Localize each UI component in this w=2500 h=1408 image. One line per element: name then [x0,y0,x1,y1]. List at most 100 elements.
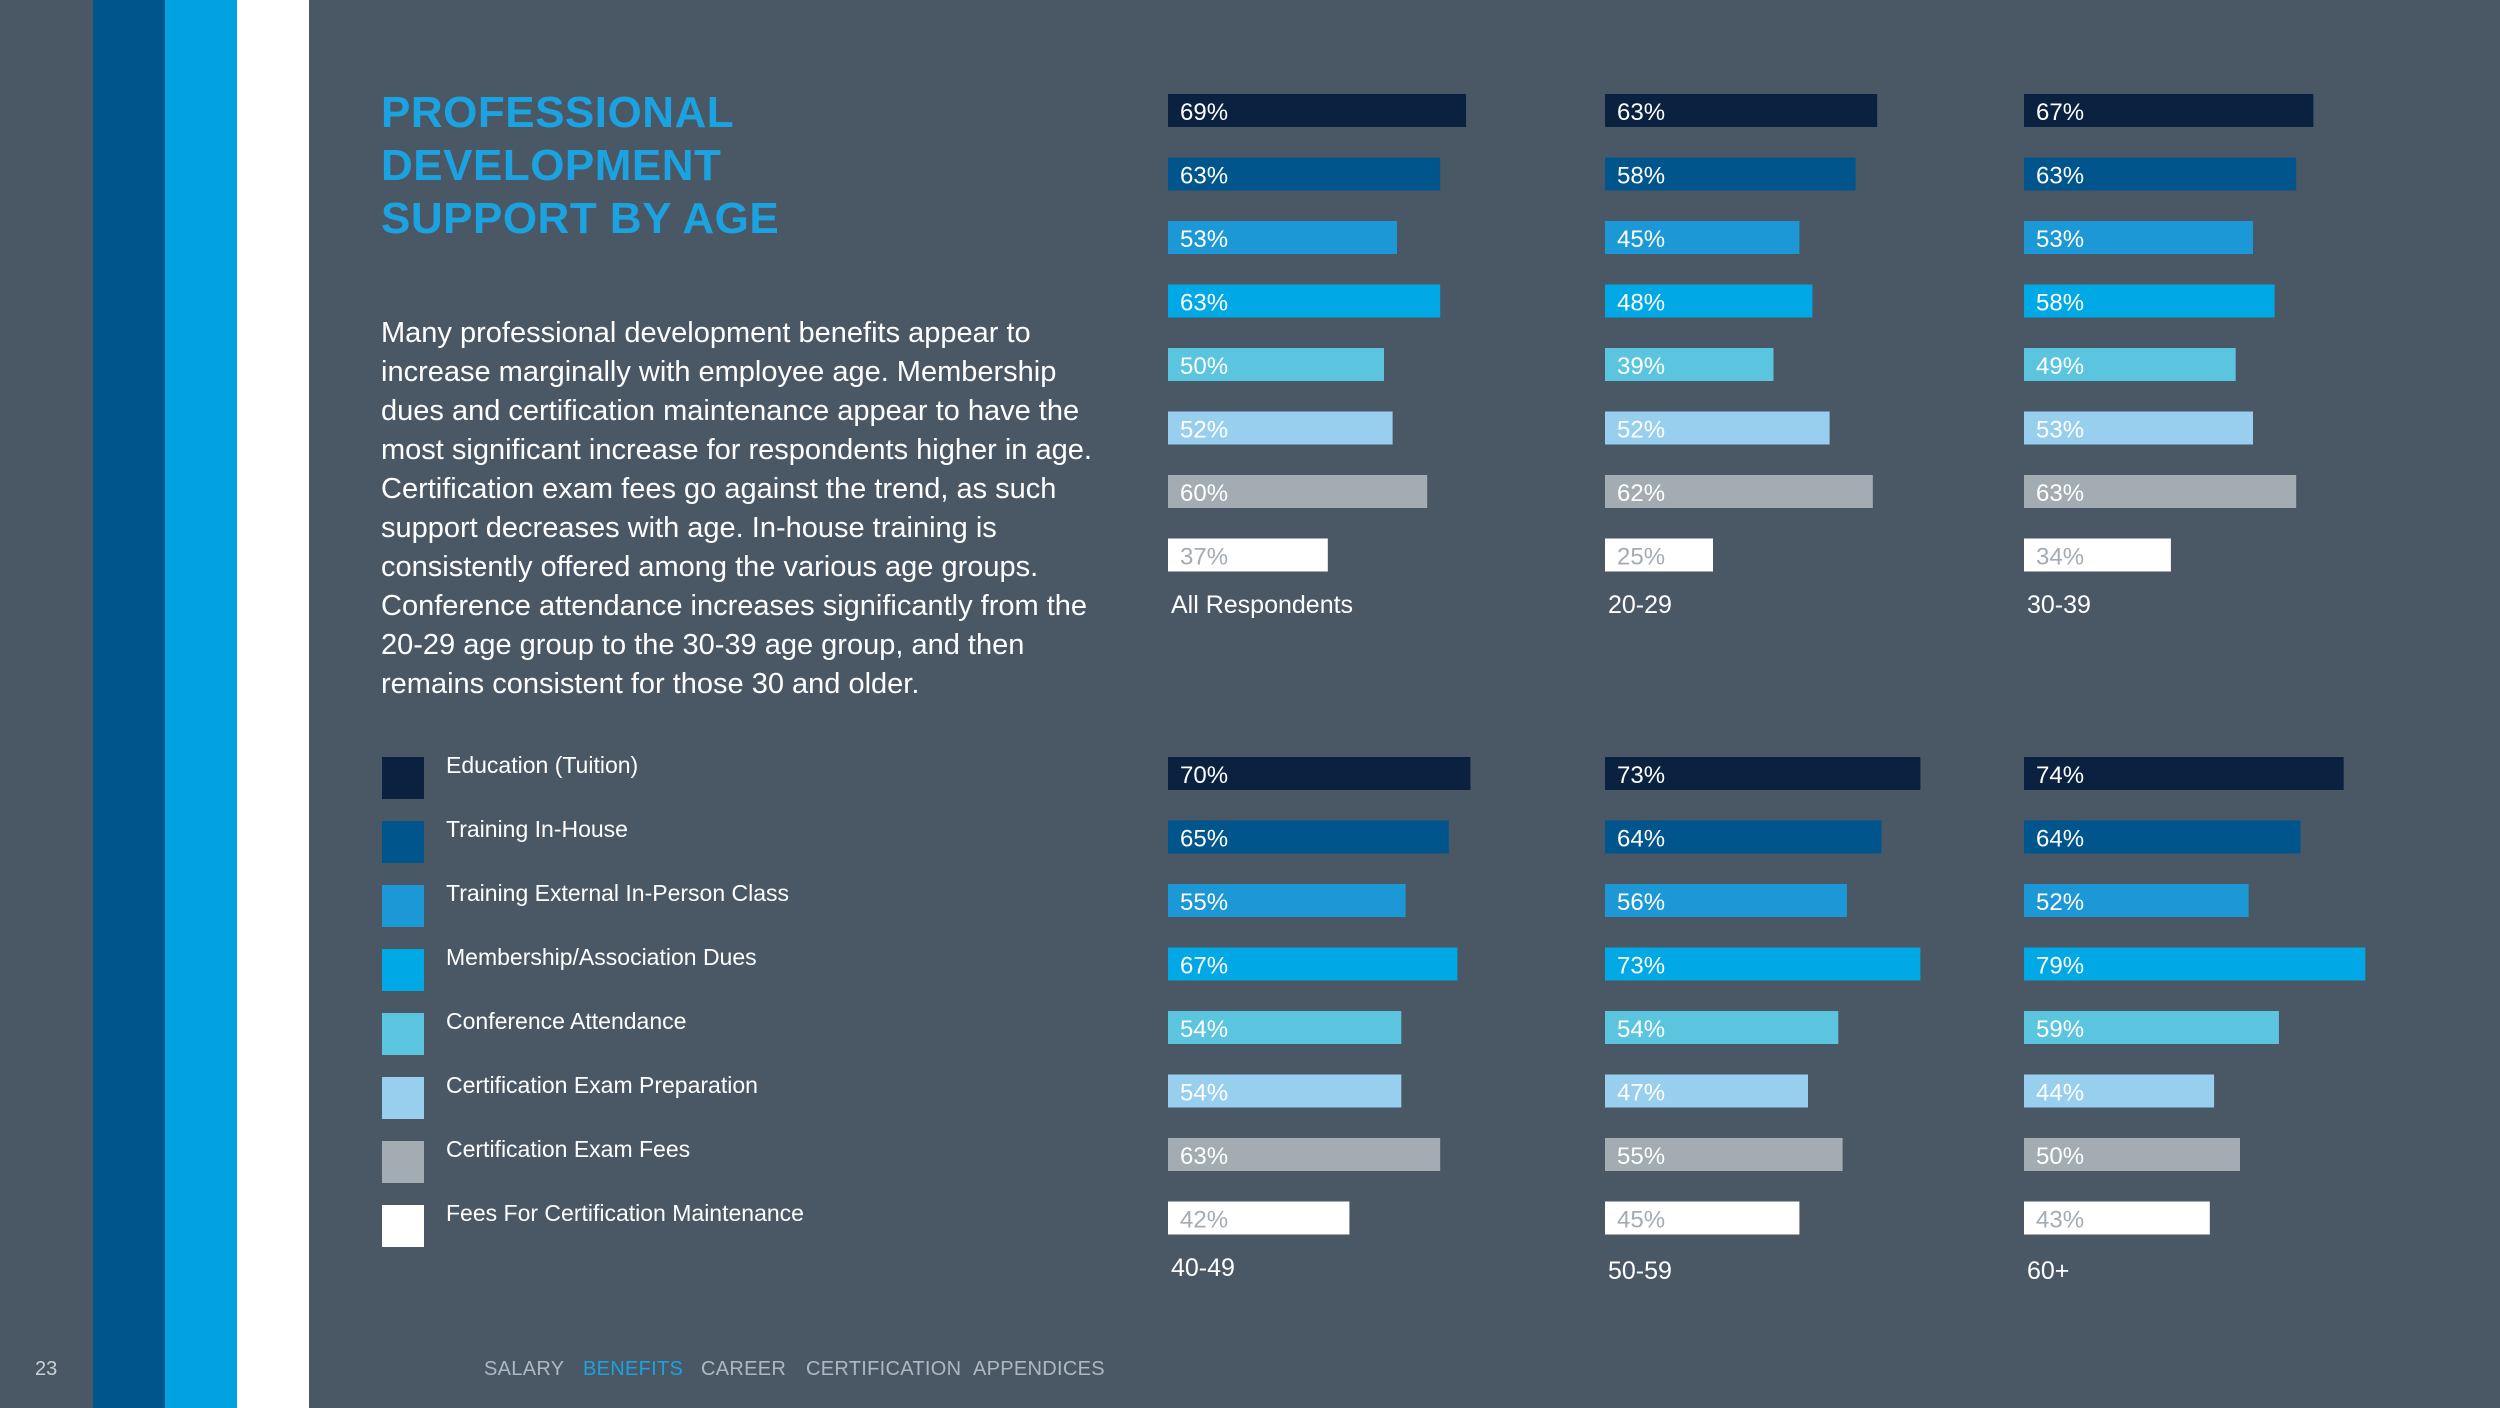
bar [2024,348,2236,381]
bar [1605,947,1921,981]
chart-title: 20-29 [1608,591,1672,619]
bar [1605,1138,1843,1171]
bar-value-label: 62% [1617,480,1665,507]
bar-value-label: 52% [1180,417,1228,444]
bar-value-label: 54% [1180,1016,1228,1043]
nav-link-career[interactable]: CAREER [701,1358,787,1380]
legend-label: Training External In-Person Class [446,880,790,906]
bar [1168,1074,1402,1108]
nav-link-salary[interactable]: SALARY [484,1358,565,1380]
bar-value-label: 54% [1180,1080,1228,1107]
bar-value-label: 52% [2036,889,2084,916]
bar [1605,157,1856,191]
legend-label: Training In-House [446,816,628,842]
nav-link-certification[interactable]: CERTIFICATION [806,1358,962,1380]
bar-value-label: 53% [1180,226,1228,253]
bar-value-label: 63% [1180,290,1228,317]
bar [1168,538,1328,572]
bar-value-label: 69% [1180,99,1228,126]
bar-value-label: 60% [1180,480,1228,507]
nav-link-appendices[interactable]: APPENDICES [973,1358,1105,1380]
bar-value-label: 37% [1180,544,1228,571]
bar-value-label: 64% [1617,826,1665,853]
bar-value-label: 50% [1180,353,1228,380]
chart-title: 30-39 [2027,591,2091,619]
bar-value-label: 58% [2036,290,2084,317]
bar [2024,947,2366,981]
bar [1168,757,1471,790]
bar [1605,1011,1839,1044]
bar [1168,1138,1441,1171]
bar-value-label: 63% [1180,1143,1228,1170]
bar [2024,94,2314,127]
bar-value-label: 53% [2036,417,2084,444]
legend-item: Education (Tuition) [382,752,1082,799]
bar-value-label: 53% [2036,226,2084,253]
bar [1605,221,1800,254]
legend-item: Membership/Association Dues [382,944,1082,991]
legend-item: Certification Exam Fees [382,1136,1082,1183]
bar [1168,947,1458,981]
body-paragraph: Many professional development benefits a… [381,317,1092,700]
bar-value-label: 79% [2036,953,2084,980]
bar-value-label: 58% [1617,163,1665,190]
bar-value-label: 73% [1617,953,1665,980]
bar-value-label: 42% [1180,1207,1228,1234]
bar-value-label: 54% [1617,1016,1665,1043]
bar [1605,538,1713,572]
bar-value-label: 50% [2036,1143,2084,1170]
bar [1168,284,1441,318]
legend-item: Certification Exam Preparation [382,1072,1082,1119]
bar [2024,1074,2215,1108]
bar [1168,157,1441,191]
bar-value-label: 44% [2036,1080,2084,1107]
bar [1605,475,1873,508]
bar-value-label: 55% [1180,889,1228,916]
bar-value-label: 67% [1180,953,1228,980]
legend-swatch-icon [382,1205,424,1247]
legend-label: Conference Attendance [446,1008,687,1034]
legend-item: Fees For Certification Maintenance [382,1200,1082,1247]
chart-group: 70% 65% 55% 67% 54% 54% 63% 42% 40-49 [1168,757,1471,1282]
legend-swatch-icon [382,757,424,799]
bar-value-label: 63% [1180,163,1228,190]
bar [1168,820,1449,854]
bar [2024,1138,2240,1171]
bar [1168,221,1397,254]
bar [2024,411,2253,445]
legend-swatch-icon [382,821,424,863]
bar [1168,411,1393,445]
bar-value-label: 25% [1617,544,1665,571]
chart-group: 63% 58% 45% 48% 39% 52% 62% 25% 20-29 [1605,94,1878,619]
legend-label: Certification Exam Fees [446,1136,691,1162]
chart-title: All Respondents [1171,591,1353,619]
bar-value-label: 63% [2036,480,2084,507]
bar [1168,475,1428,508]
bar [1605,757,1921,790]
bar-value-label: 74% [2036,762,2084,789]
decorative-stripe-light-blue [165,0,237,1408]
bar-value-label: 59% [2036,1016,2084,1043]
bar [2024,475,2297,508]
bar-value-label: 39% [1617,353,1665,380]
bar [1168,348,1384,381]
legend-item: Conference Attendance [382,1008,1082,1055]
legend-swatch-icon [382,1077,424,1119]
legend-swatch-icon [382,885,424,927]
bar [2024,884,2249,917]
bar-value-label: 48% [1617,290,1665,317]
bar [2024,757,2344,790]
bar-value-label: 70% [1180,762,1228,789]
nav-link-benefits[interactable]: BENEFITS [583,1358,684,1380]
page-number: 23 [35,1358,58,1380]
bar [1605,1074,1808,1108]
chart-group: 69% 63% 53% 63% 50% 52% 60% 37% All Respondents [1168,94,1467,619]
legend-swatch-icon [382,1013,424,1055]
bar [2024,820,2301,854]
bar-value-label: 64% [2036,826,2084,853]
chart-group: 74% 64% 52% 79% 59% 44% 50% 43% 60+ [2024,757,2366,1285]
bar-value-label: 52% [1617,417,1665,444]
bar [1605,820,1882,854]
bar [1168,1011,1402,1044]
